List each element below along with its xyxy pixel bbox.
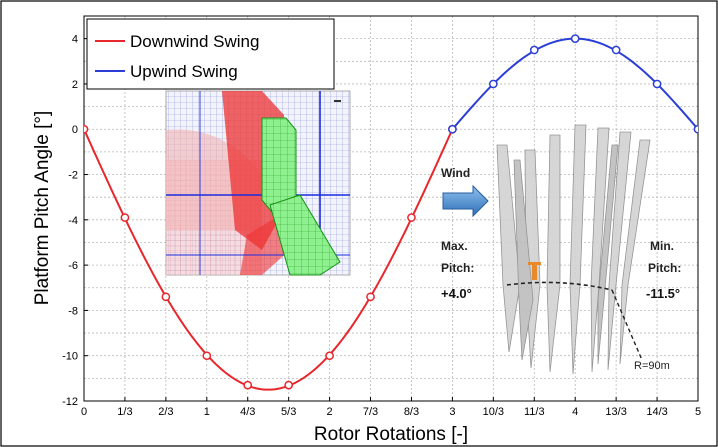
y-tick-label: -10	[62, 351, 78, 363]
max-pitch-value: +4.0°	[441, 286, 472, 301]
downwind-point	[325, 351, 334, 361]
downwind-point	[284, 380, 294, 390]
plot-area	[83, 15, 699, 402]
series-layer	[84, 34, 698, 391]
downwind-point	[161, 292, 171, 302]
series-line-downwind	[84, 128, 454, 391]
hub-marker	[532, 264, 537, 280]
downwind-point	[84, 124, 89, 134]
max-label-line1: Max.	[441, 239, 468, 253]
x-tick-label: 11/3	[524, 406, 545, 418]
y-tick-labels: -12 -10 -8 -6 -4 -2 0 2 4	[62, 34, 88, 408]
right-arrow-icon	[442, 184, 489, 218]
x-tick-label: 13/3	[605, 406, 626, 418]
y-axis-title: Platform Pitch Angle [°]	[32, 111, 53, 306]
upwind-point	[693, 124, 698, 134]
x-tick-labels: 0 1/3 2/3 1 4/3 5/3 2 7/3 8/3 3 10/3 11/3 4 13/3 14/3 5	[81, 397, 701, 418]
x-axis-title: Rotor Rotations [-]	[314, 424, 468, 445]
x-tick-label: 14/3	[646, 406, 667, 418]
y-tick-label: -4	[68, 215, 78, 227]
y-tick-label: -12	[62, 396, 78, 408]
y-tick-label: -2	[68, 170, 78, 182]
downwind-point	[120, 213, 130, 222]
y-tick-label: 4	[72, 34, 78, 46]
downwind-point	[407, 213, 416, 222]
x-tick-label: 5/3	[281, 406, 296, 418]
x-tick-label: 10/3	[483, 406, 504, 418]
upwind-point	[529, 45, 539, 55]
upwind-point	[611, 45, 621, 55]
legend-box	[86, 18, 335, 90]
max-label-line2: Pitch:	[441, 261, 474, 275]
min-pitch-value: -11.5°	[646, 286, 680, 301]
upwind-point	[448, 124, 457, 134]
radius-line	[611, 289, 643, 361]
cfd-mesh-image	[165, 90, 351, 276]
x-tick-label: 7/3	[363, 406, 378, 418]
x-tick-label: 2	[327, 406, 333, 418]
y-tick-label: 2	[72, 79, 78, 91]
x-tick-label: 5	[695, 406, 701, 418]
wind-label: Wind	[441, 166, 470, 180]
x-tick-label: 0	[81, 406, 87, 418]
downwind-point	[243, 380, 253, 390]
x-tick-label: 2/3	[158, 406, 173, 418]
legend-label-upwind: Upwind Swing	[130, 62, 238, 81]
radius-label: R=90m	[634, 360, 670, 372]
legend: Downwind Swing Upwind Swing	[86, 18, 335, 90]
downwind-point	[202, 351, 212, 361]
min-label-line2: Pitch:	[648, 261, 681, 275]
upwind-point	[488, 79, 498, 89]
legend-label-downwind: Downwind Swing	[130, 32, 259, 51]
y-tick-label: 0	[72, 124, 78, 136]
downwind-point	[366, 292, 375, 302]
x-tick-label: 4/3	[240, 406, 255, 418]
x-tick-label: 8/3	[404, 406, 419, 418]
x-tick-label: 1/3	[117, 406, 132, 418]
y-tick-label: -6	[68, 260, 78, 272]
x-tick-label: 1	[204, 406, 210, 418]
rotor-arc	[506, 281, 613, 291]
x-tick-label: 3	[449, 406, 455, 418]
rotor-blades-image	[496, 124, 651, 375]
upwind-point	[652, 79, 662, 89]
x-tick-label: 4	[572, 406, 578, 418]
upwind-point	[570, 34, 580, 43]
y-tick-label: -8	[68, 305, 78, 317]
min-label-line1: Min.	[650, 239, 674, 253]
